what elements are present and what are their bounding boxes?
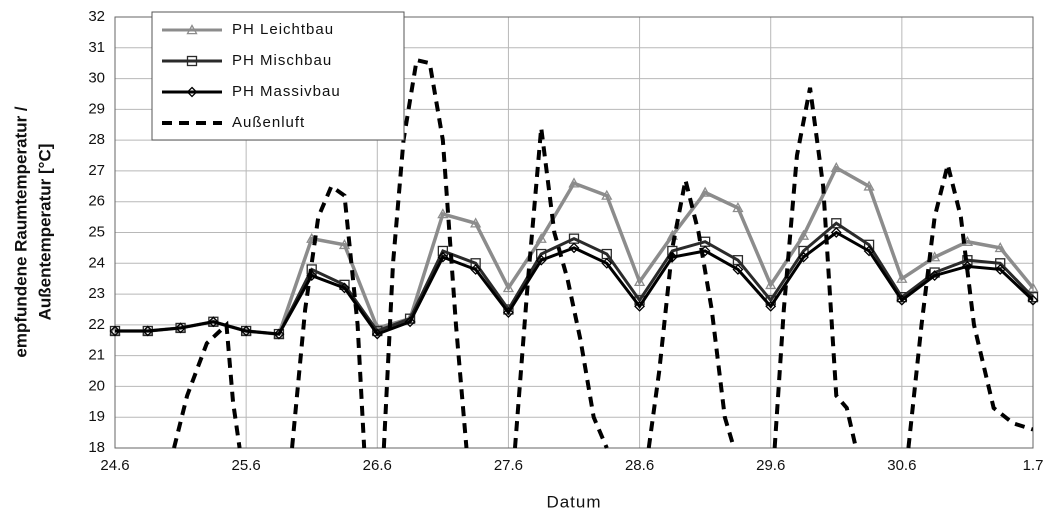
y-tick-label: 21	[88, 347, 105, 364]
marker	[732, 202, 744, 213]
marker	[601, 257, 613, 269]
marker	[404, 316, 416, 328]
y-tick-label: 26	[88, 193, 105, 210]
y-axis-label: Außentemperatur [°C]	[35, 144, 54, 321]
marker	[1027, 294, 1039, 306]
marker	[994, 242, 1006, 253]
series-line	[172, 57, 1033, 449]
marker	[536, 248, 547, 260]
marker	[371, 328, 383, 340]
marker	[896, 294, 908, 306]
marker	[502, 282, 515, 293]
marker	[863, 180, 875, 191]
marker	[338, 238, 351, 250]
marker	[798, 251, 809, 263]
marker	[186, 55, 198, 67]
legend-label: PH Massivbau	[232, 83, 341, 100]
marker	[863, 245, 875, 257]
y-tick-label: 22	[88, 316, 105, 333]
marker	[186, 86, 198, 98]
marker	[765, 300, 777, 312]
marker	[273, 328, 285, 340]
marker	[186, 24, 198, 35]
marker	[470, 264, 482, 275]
y-tick-label: 18	[88, 439, 105, 456]
marker	[339, 282, 350, 294]
y-tick-label: 27	[88, 162, 105, 179]
legend-label: PH Mischbau	[232, 52, 332, 69]
y-tick-label: 30	[88, 70, 105, 87]
marker	[732, 264, 744, 275]
y-tick-label: 20	[88, 377, 105, 394]
y-tick-label: 32	[88, 8, 105, 25]
marker	[437, 208, 449, 219]
y-tick-label: 28	[88, 131, 105, 148]
marker	[929, 251, 941, 262]
legend-label: PH Leichtbau	[232, 21, 334, 38]
marker	[568, 177, 580, 188]
marker	[240, 325, 252, 337]
marker	[765, 278, 777, 290]
marker	[437, 245, 449, 257]
marker	[207, 316, 219, 328]
y-tick-label: 23	[88, 285, 105, 302]
marker	[830, 227, 842, 238]
marker	[568, 242, 580, 254]
y-tick-label: 29	[88, 100, 105, 117]
marker	[830, 162, 842, 173]
marker	[535, 254, 547, 266]
x-axis-label: Datum	[546, 492, 601, 511]
marker	[601, 189, 613, 200]
x-tick-label: 27.6	[494, 457, 523, 474]
x-tick-label: 26.6	[363, 457, 392, 474]
x-tick-label: 1.7	[1023, 457, 1043, 474]
x-tick-label: 30.6	[887, 457, 916, 474]
marker	[470, 258, 481, 269]
marker	[896, 272, 908, 283]
marker	[699, 186, 711, 197]
y-axis-label: empfundene Raumtemperatur /	[11, 106, 30, 358]
marker	[929, 270, 941, 282]
marker	[1027, 282, 1039, 293]
marker	[470, 217, 482, 228]
x-tick-label: 28.6	[625, 457, 654, 474]
marker	[994, 264, 1006, 275]
x-tick-label: 25.6	[232, 457, 261, 474]
series-line	[115, 230, 1033, 336]
legend-label: Außenluft	[232, 114, 305, 131]
marker	[535, 232, 547, 243]
marker	[109, 325, 121, 337]
marker	[142, 325, 154, 337]
plot-frame	[114, 16, 1034, 449]
marker	[995, 258, 1006, 269]
marker	[797, 229, 810, 240]
y-tick-label: 31	[88, 39, 105, 56]
x-tick-label: 29.6	[756, 457, 785, 474]
y-tick-label: 24	[88, 254, 105, 271]
marker	[634, 300, 645, 312]
y-tick-label: 19	[88, 408, 105, 425]
y-tick-label: 25	[88, 223, 105, 240]
marker	[175, 322, 186, 334]
x-tick-label: 24.6	[100, 457, 129, 474]
marker	[503, 307, 514, 318]
marker	[437, 251, 449, 263]
marker	[633, 275, 646, 287]
